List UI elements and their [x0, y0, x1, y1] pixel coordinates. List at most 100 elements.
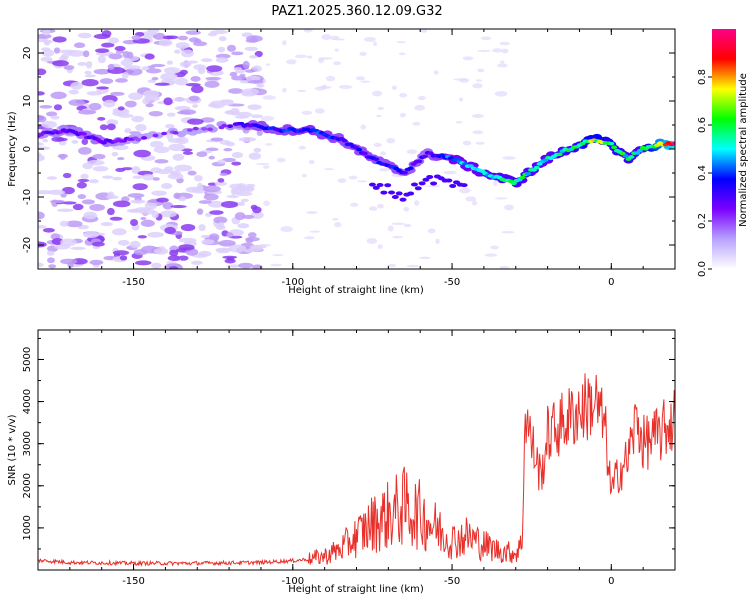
noise-blob: [205, 76, 222, 81]
colorbar-gradient: [712, 29, 736, 269]
ridge-core: [135, 137, 142, 142]
noise-blob: [472, 200, 478, 206]
noise-blob: [60, 238, 77, 247]
ridge-branch: [384, 183, 392, 188]
noise-blob: [131, 35, 141, 41]
noise-blob: [332, 217, 339, 221]
noise-blob: [174, 164, 193, 172]
noise-blob: [504, 204, 514, 211]
noise-blob: [334, 48, 339, 52]
noise-blob: [217, 46, 226, 53]
noise-blob: [256, 83, 265, 88]
ridge-branch: [445, 178, 453, 183]
noise-blob: [185, 83, 201, 87]
noise-blob: [218, 36, 227, 42]
noise-blob: [234, 69, 246, 74]
noise-blob: [179, 61, 192, 68]
noise-blob: [144, 53, 155, 60]
noise-blob: [118, 113, 134, 118]
noise-blob: [163, 67, 181, 74]
noise-blob: [499, 265, 510, 269]
ridge-core: [373, 157, 380, 162]
spectrogram-x-ticks: -150 -100 -50 0: [37, 29, 676, 288]
noise-blob: [245, 75, 261, 82]
noise-blob: [391, 222, 405, 225]
noise-blob: [53, 47, 61, 54]
x-tick-label: -50: [444, 576, 460, 587]
noise-blob: [95, 48, 110, 53]
noise-blob: [360, 124, 367, 130]
noise-blob: [282, 87, 287, 93]
noise-blob: [48, 264, 57, 269]
noise-blob: [355, 76, 366, 81]
noise-blob: [140, 31, 158, 36]
spectrogram-y-ticks: -20 -10 0 10 20: [22, 28, 675, 270]
noise-blob: [207, 200, 225, 208]
noise-blob: [152, 177, 160, 181]
noise-blob: [42, 227, 55, 233]
spectrogram-ridge: [38, 120, 675, 202]
noise-blob: [247, 104, 262, 110]
noise-blob: [490, 245, 499, 250]
noise-blob: [87, 159, 105, 166]
colorbar-label: Normalized spectral amplitude: [738, 73, 749, 227]
noise-blob: [472, 130, 484, 135]
noise-blob: [49, 199, 66, 204]
noise-blob: [196, 208, 204, 215]
noise-blob: [142, 90, 160, 98]
noise-blob: [208, 155, 215, 160]
noise-blob: [298, 145, 306, 150]
noise-blob: [46, 250, 55, 256]
noise-blob: [41, 120, 57, 129]
noise-blob: [149, 140, 164, 148]
noise-blob: [417, 95, 426, 101]
noise-blob: [227, 44, 237, 52]
noise-blob: [294, 54, 308, 59]
noise-blob: [196, 182, 203, 191]
noise-blob: [414, 104, 426, 111]
noise-blob: [131, 115, 144, 123]
noise-blob: [350, 202, 359, 207]
noise-blob: [265, 63, 271, 66]
noise-blob: [108, 37, 119, 44]
noise-blob: [238, 137, 257, 142]
ridge-branch: [368, 182, 376, 187]
noise-blob: [236, 111, 253, 118]
snr-line: [38, 373, 675, 567]
ridge-core: [192, 126, 199, 131]
noise-blob: [80, 173, 89, 180]
noise-blob: [167, 255, 181, 262]
noise-blob: [493, 180, 498, 186]
noise-blob: [200, 58, 213, 62]
noise-blob: [231, 51, 244, 56]
ridge-branch: [380, 190, 388, 195]
noise-blob: [217, 178, 225, 183]
noise-blob: [82, 50, 90, 58]
noise-blob: [220, 200, 239, 209]
noise-blob: [111, 228, 127, 236]
noise-blob: [214, 181, 228, 186]
noise-blob: [455, 121, 463, 124]
noise-blob: [249, 55, 258, 59]
ridge-core: [636, 148, 643, 153]
noise-blob: [156, 197, 169, 203]
ridge-core: [172, 131, 179, 135]
noise-blob: [392, 235, 403, 239]
noise-blob: [78, 109, 97, 115]
ridge-core: [356, 147, 363, 152]
ridge-core: [519, 175, 526, 180]
colorbar-ticks: 0.0 0.2 0.4 0.6 0.8: [697, 69, 712, 277]
noise-blob: [160, 72, 178, 81]
noise-blob: [84, 74, 96, 78]
noise-blob: [282, 40, 287, 46]
noise-blob: [250, 114, 263, 119]
noise-blob: [306, 55, 313, 59]
noise-blob: [387, 263, 396, 268]
noise-blob: [168, 143, 186, 152]
noise-blob: [41, 49, 55, 57]
colorbar-tick-label: 0.6: [697, 117, 708, 133]
noise-blob: [241, 88, 260, 95]
noise-blob: [92, 153, 106, 160]
noise-blob: [215, 57, 229, 63]
